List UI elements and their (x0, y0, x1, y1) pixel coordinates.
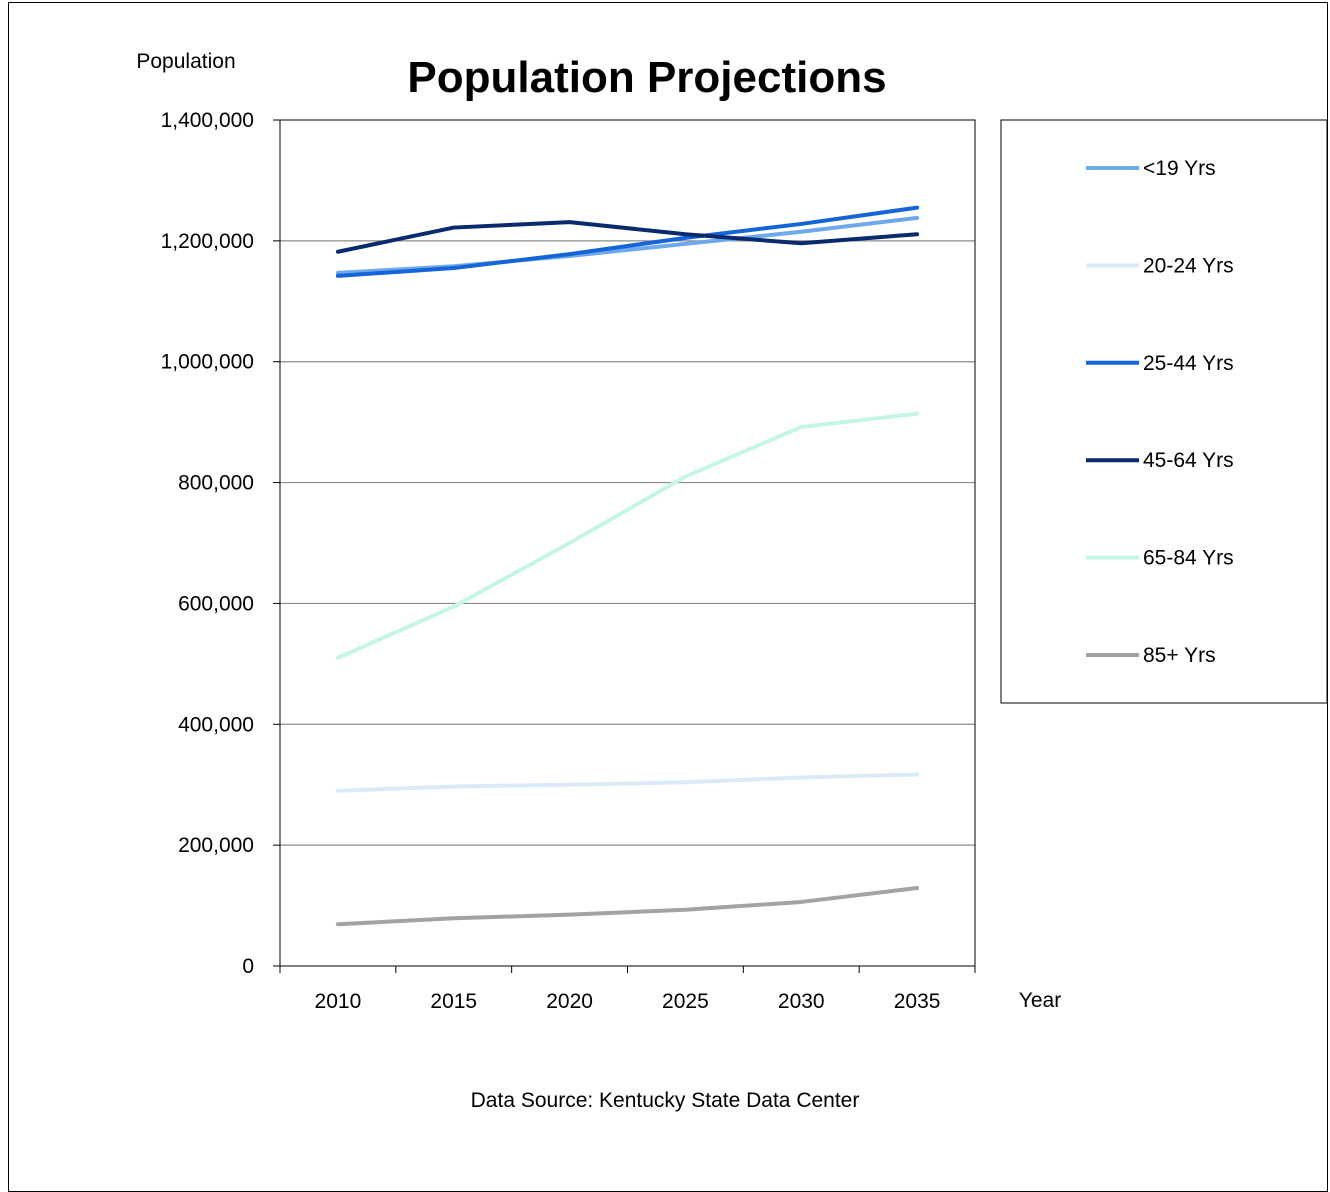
y-tick-label: 200,000 (178, 834, 254, 857)
y-tick-label: 1,400,000 (161, 109, 254, 132)
series-line-1 (335, 772, 920, 793)
legend-label-0: <19 Yrs (1143, 157, 1216, 180)
y-tick-label: 800,000 (178, 472, 254, 495)
legend-label-1: 20-24 Yrs (1143, 254, 1234, 277)
series-line-3 (335, 220, 920, 254)
y-axis-label: Population (136, 50, 235, 73)
x-tick-label: 2030 (778, 990, 825, 1013)
x-tick-label: 2035 (894, 990, 941, 1013)
x-axis: 2010 2015 2020 2025 2030 2035 (279, 966, 976, 1013)
y-tick-label: 400,000 (178, 713, 254, 736)
series-lines (335, 205, 920, 927)
series-line-4 (335, 411, 920, 660)
legend-label-4: 65-84 Yrs (1143, 547, 1234, 570)
legend-label-5: 85+ Yrs (1143, 644, 1216, 667)
y-tick-label: 0 (242, 955, 254, 978)
x-tick-label: 2025 (662, 990, 709, 1013)
legend (1000, 119, 1328, 704)
legend-label-2: 25-44 Yrs (1143, 352, 1234, 375)
y-tick-label: 600,000 (178, 592, 254, 615)
y-tick-label: 1,200,000 (161, 230, 254, 253)
legend-entries: <19 Yrs 20-24 Yrs 25-44 Yrs 45-64 Yrs 65-84 … (1086, 157, 1234, 667)
data-source-note: Data Source: Kentucky State Data Center (471, 1089, 860, 1112)
gridlines (280, 240, 975, 846)
series-line-5 (335, 886, 920, 927)
x-axis-label: Year (1019, 989, 1061, 1012)
series-line-0 (335, 215, 920, 275)
legend-label-3: 45-64 Yrs (1143, 449, 1234, 472)
y-axis: 0 200,000 400,000 600,000 800,000 1,000,000 1,… (161, 109, 280, 978)
x-tick-label: 2015 (430, 990, 477, 1013)
series-line-2 (335, 205, 920, 278)
chart-title: Population Projections (407, 53, 886, 102)
y-tick-label: 1,000,000 (161, 351, 254, 374)
x-tick-label: 2010 (315, 990, 362, 1013)
x-tick-label: 2020 (546, 990, 593, 1013)
